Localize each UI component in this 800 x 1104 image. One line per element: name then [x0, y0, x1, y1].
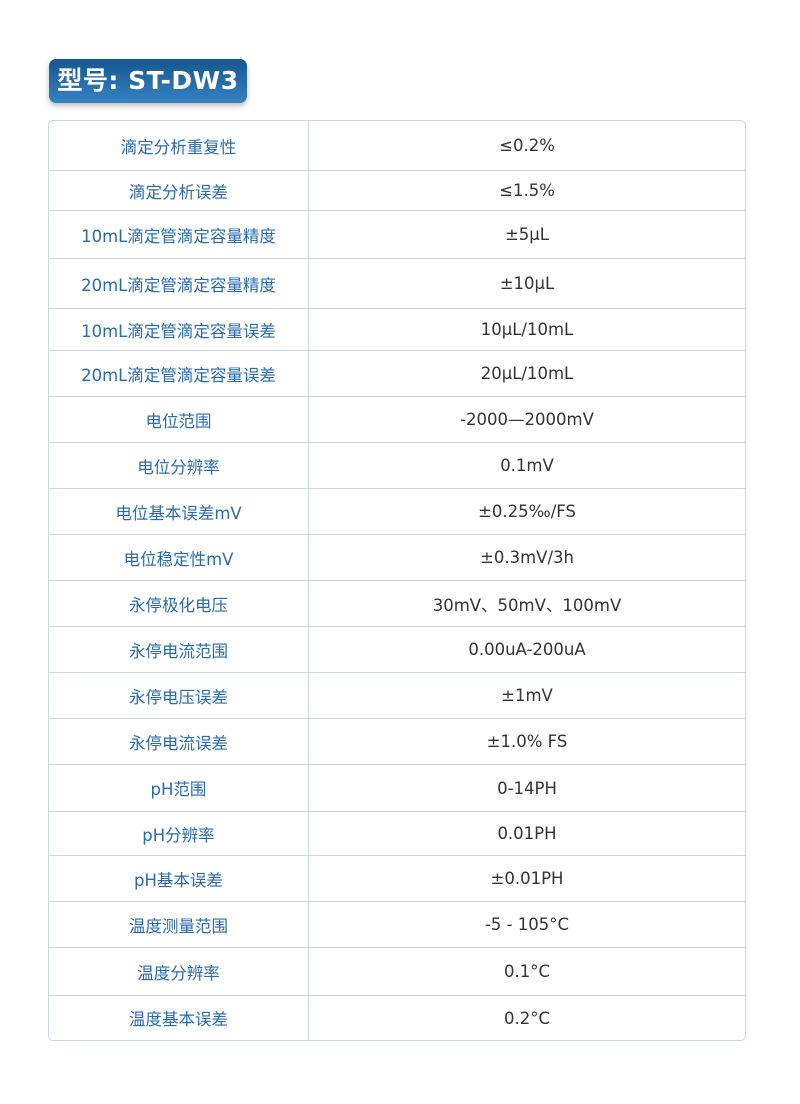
spec-name: 电位范围: [49, 397, 309, 443]
spec-name: 永停极化电压: [49, 581, 309, 627]
spec-value: ±1mV: [309, 673, 745, 719]
spec-value: ±5μL: [309, 211, 745, 259]
spec-row: 电位稳定性mV ±0.3mV/3h: [49, 535, 745, 581]
spec-name: 电位分辨率: [49, 443, 309, 489]
spec-value: ≤1.5%: [309, 171, 745, 211]
spec-row: 永停极化电压 30mV、50mV、100mV: [49, 581, 745, 627]
spec-value: ±10μL: [309, 259, 745, 309]
spec-value: -5 - 105°C: [309, 902, 745, 948]
spec-name: 20mL滴定管滴定容量精度: [49, 259, 309, 309]
spec-row: 温度基本误差 0.2°C: [49, 996, 745, 1040]
spec-row: 10mL滴定管滴定容量误差 10μL/10mL: [49, 309, 745, 351]
spec-name: pH基本误差: [49, 856, 309, 902]
spec-row: 永停电流范围 0.00uA-200uA: [49, 627, 745, 673]
spec-value: ±0.3mV/3h: [309, 535, 745, 581]
spec-value: 10μL/10mL: [309, 309, 745, 351]
spec-name: pH范围: [49, 765, 309, 812]
spec-value: ±0.01PH: [309, 856, 745, 902]
spec-value: 30mV、50mV、100mV: [309, 581, 745, 627]
spec-row: 电位范围 -2000—2000mV: [49, 397, 745, 443]
spec-value: 0.1mV: [309, 443, 745, 489]
spec-row: 20mL滴定管滴定容量误差 20μL/10mL: [49, 351, 745, 397]
spec-name: 滴定分析误差: [49, 171, 309, 211]
spec-value: 0-14PH: [309, 765, 745, 812]
spec-name: 10mL滴定管滴定容量误差: [49, 309, 309, 351]
spec-name: pH分辨率: [49, 812, 309, 856]
spec-value: 0.2°C: [503, 1008, 550, 1028]
spec-name: 永停电压误差: [49, 673, 309, 719]
spec-row: 10mL滴定管滴定容量精度 ±5μL: [49, 211, 745, 259]
spec-table: 滴定分析重复性 ≤0.2% 滴定分析误差 ≤1.5% 10mL滴定管滴定容量精度 ±5μL…: [48, 120, 746, 1041]
spec-row: 电位分辨率 0.1mV: [49, 443, 745, 489]
spec-row: pH分辨率 0.01PH: [49, 812, 745, 856]
spec-name: 电位基本误差mV: [49, 489, 309, 535]
spec-value: 20μL/10mL: [309, 351, 745, 397]
spec-value: ≤0.2%: [309, 121, 745, 171]
spec-row: pH范围 0-14PH: [49, 765, 745, 812]
spec-name: 10mL滴定管滴定容量精度: [49, 211, 309, 259]
spec-row: 温度测量范围 -5 - 105°C: [49, 902, 745, 948]
spec-name: 温度测量范围: [49, 902, 309, 948]
spec-name: 20mL滴定管滴定容量误差: [49, 351, 309, 397]
spec-name: 温度分辨率: [49, 948, 309, 996]
spec-value: -2000—2000mV: [309, 397, 745, 443]
spec-row: 永停电流误差 ±1.0% FS: [49, 719, 745, 765]
spec-name: 温度基本误差: [49, 996, 309, 1040]
spec-value: 0.01PH: [309, 812, 745, 856]
spec-name: 永停电流误差: [49, 719, 309, 765]
spec-row: 永停电压误差 ±1mV: [49, 673, 745, 719]
spec-row: 电位基本误差mV ±0.25‰/FS: [49, 489, 745, 535]
spec-row: pH基本误差 ±0.01PH: [49, 856, 745, 902]
spec-row: 滴定分析重复性 ≤0.2%: [49, 121, 745, 171]
spec-value: ±0.25‰/FS: [309, 489, 745, 535]
model-badge: 型号: ST-DW3: [49, 59, 247, 103]
spec-value: 0.1°C: [309, 948, 745, 996]
spec-row: 滴定分析误差 ≤1.5%: [49, 171, 745, 211]
spec-value: 0.00uA-200uA: [309, 627, 745, 673]
spec-row: 20mL滴定管滴定容量精度 ±10μL: [49, 259, 745, 309]
spec-name: 永停电流范围: [49, 627, 309, 673]
spec-name: 滴定分析重复性: [49, 121, 309, 171]
spec-row: 温度分辨率 0.1°C: [49, 948, 745, 996]
spec-value: ±1.0% FS: [309, 719, 745, 765]
spec-name: 电位稳定性mV: [49, 535, 309, 581]
